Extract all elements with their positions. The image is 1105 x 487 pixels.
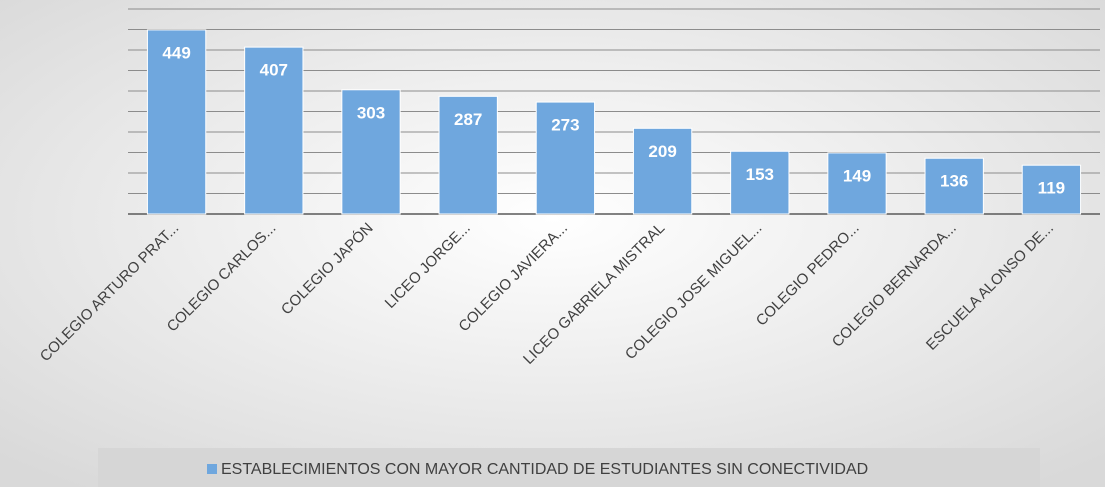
data-label: 407 bbox=[260, 61, 288, 80]
data-label: 209 bbox=[648, 142, 676, 161]
bar bbox=[438, 95, 498, 215]
data-label: 303 bbox=[357, 103, 385, 122]
data-label: 153 bbox=[746, 165, 774, 184]
bar bbox=[730, 150, 790, 215]
legend-label: ESTABLECIMIENTOS CON MAYOR CANTIDAD DE E… bbox=[221, 461, 868, 478]
bar bbox=[924, 157, 984, 215]
bar bbox=[341, 89, 401, 215]
data-label: 119 bbox=[1038, 179, 1065, 198]
legend-box bbox=[98, 448, 1040, 487]
bar bbox=[146, 29, 207, 215]
legend-swatch bbox=[207, 464, 217, 474]
bar bbox=[244, 46, 304, 215]
data-label: 287 bbox=[454, 110, 482, 129]
data-label: 136 bbox=[940, 172, 968, 191]
data-label: 449 bbox=[162, 43, 190, 62]
bar bbox=[1021, 164, 1082, 215]
data-label: 149 bbox=[843, 166, 871, 185]
bar bbox=[827, 152, 887, 215]
bar bbox=[535, 101, 596, 215]
bar bbox=[632, 127, 693, 215]
data-label: 273 bbox=[551, 116, 579, 135]
